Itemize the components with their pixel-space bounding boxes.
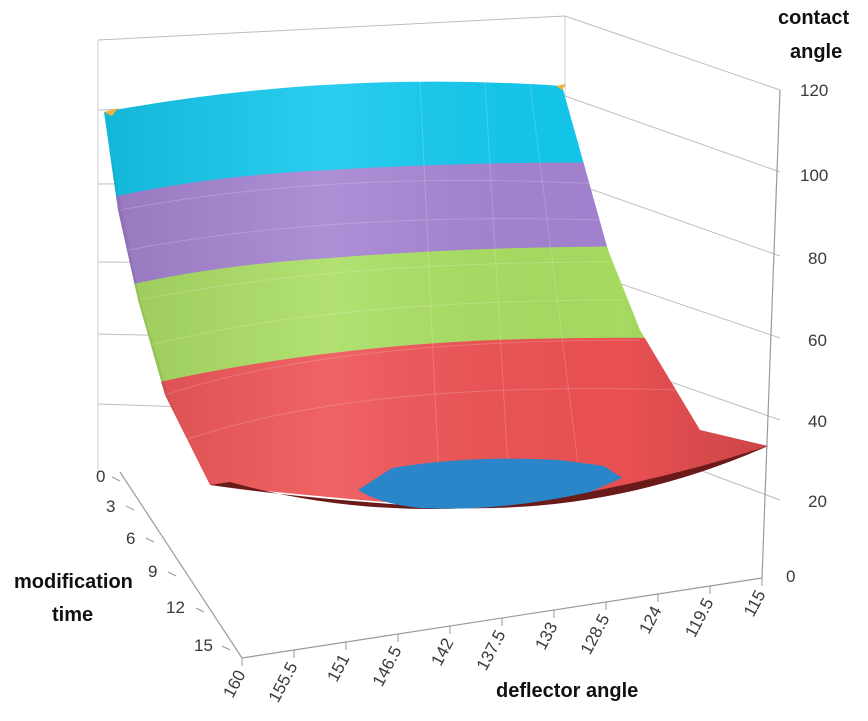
x-tick-label: 128.5 [577,611,614,657]
y-tick-label: 12 [166,598,185,617]
x-tick-label: 146.5 [369,643,406,689]
z-axis-title: contact [778,7,849,29]
x-tick-label: 119.5 [681,595,717,640]
z-tick-label: 40 [808,412,827,431]
y-axis-line [119,471,243,659]
z-tick-label: 120 [800,81,828,100]
z-axis-line [761,89,781,579]
z-axis-title: angle [790,41,842,63]
x-axis: 160 155.5 151 146.5 142 137.5 133 128.5 … [219,578,770,705]
y-axis-title: modification [14,571,133,593]
z-tick-label: 80 [808,249,827,268]
z-tick-label: 0 [786,567,795,586]
y-tick-label: 9 [148,562,157,581]
x-tick-label: 155.5 [265,659,302,705]
y-tick-label: 3 [106,497,115,516]
y-tick-label: 6 [126,529,135,548]
x-tick-label: 115 [740,587,770,620]
x-tick-label: 160 [219,667,249,701]
y-axis: 0 3 6 9 12 15 modification time [14,467,231,655]
y-tick-label: 15 [194,636,213,655]
z-axis: 120 100 80 60 40 20 0 contact angle [778,7,849,586]
y-axis-title: time [52,604,93,626]
y-tick-label: 0 [96,467,105,486]
peak-tip-right [556,84,566,90]
z-tick-label: 20 [808,492,827,511]
x-tick-label: 142 [427,635,457,669]
x-tick-label: 124 [635,603,665,637]
peak-tip-left [104,108,118,116]
x-tick-label: 137.5 [473,627,510,673]
gridline-z120 [97,15,781,91]
x-tick-label: 133 [531,619,561,653]
z-tick-label: 100 [800,166,828,185]
x-axis-title: deflector angle [496,680,638,702]
z-tick-label: 60 [808,331,827,350]
x-tick-label: 151 [323,651,353,685]
band-0-20 [358,458,622,509]
